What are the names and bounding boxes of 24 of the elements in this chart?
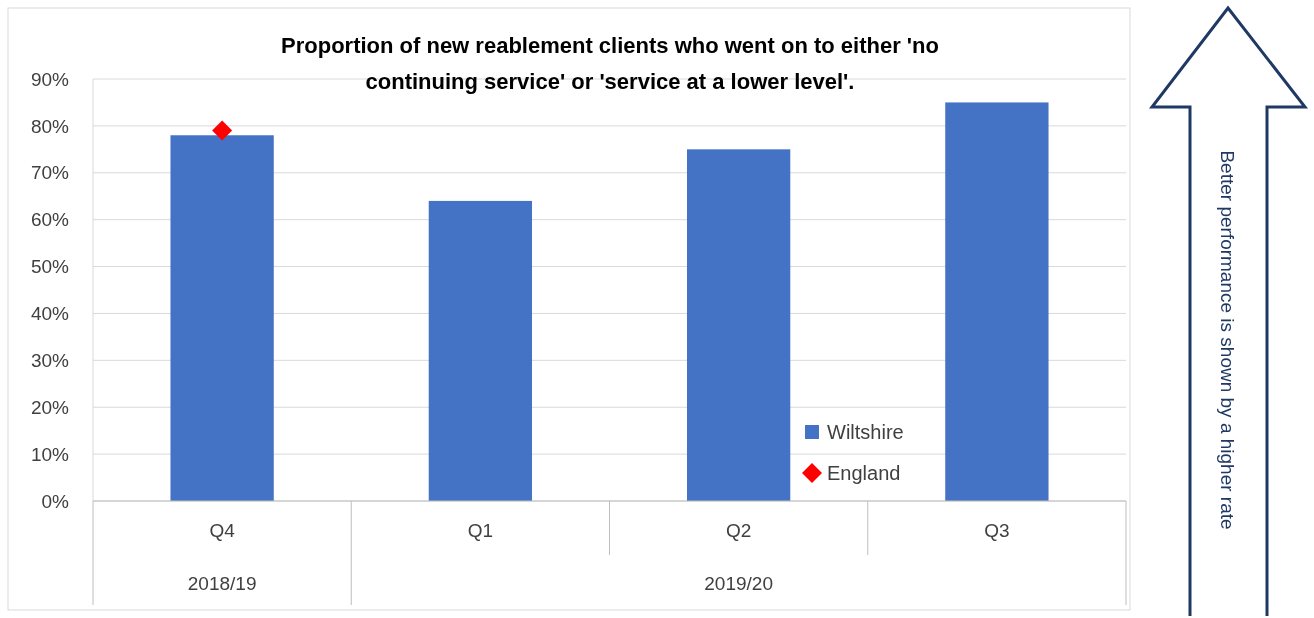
bar [170, 135, 274, 501]
text: 2018/19 [187, 573, 257, 594]
y-tick-label: 60% [30, 209, 70, 231]
x-tick-label: Q2 [725, 520, 752, 541]
legend-label: Wiltshire [827, 421, 904, 443]
y-tick-label: 40% [30, 303, 70, 325]
y-tick-label: 0% [41, 490, 70, 512]
y-tick-label: 10% [30, 443, 70, 465]
x-tick-label: Q3 [984, 520, 1010, 541]
y-tick-label: 80% [30, 115, 70, 137]
x-tick-label: Q1 [467, 520, 494, 541]
bar [945, 102, 1049, 501]
text: 2019/20 [704, 573, 773, 594]
y-tick-label: 50% [30, 256, 70, 278]
text: Better performance is shown by a higher rate [1217, 150, 1239, 530]
legend-label: England [827, 462, 901, 484]
bar [428, 200, 533, 501]
y-tick-label: 30% [30, 349, 70, 371]
y-tick-label: 90% [30, 68, 70, 90]
y-tick-label: 70% [30, 162, 70, 184]
x-tick-label: Q4 [209, 520, 236, 541]
bar [686, 149, 791, 501]
chart-title: Proportion of new reablement clients who went on to either 'no continuing service' or 'service at a lower level'. [281, 33, 939, 94]
y-tick-label: 20% [30, 396, 70, 418]
